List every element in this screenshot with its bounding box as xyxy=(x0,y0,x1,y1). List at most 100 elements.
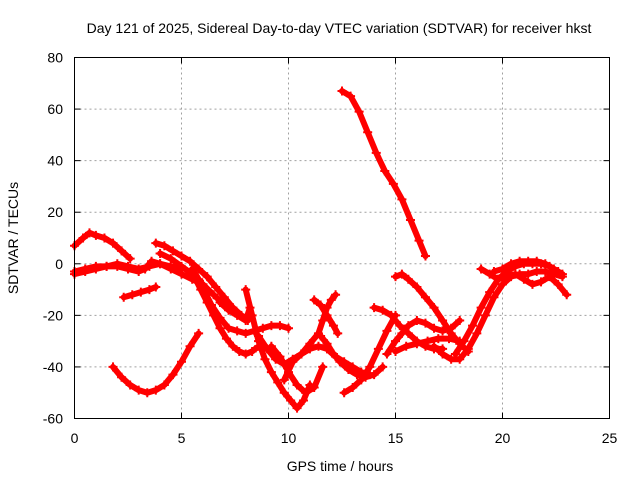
data-point xyxy=(403,321,413,331)
data-point xyxy=(151,385,161,395)
data-point xyxy=(549,264,559,274)
tick-labels: 0 5 10 15 20 25 -60 -40 -20 0 20 40 60 80 xyxy=(43,50,618,447)
data-point xyxy=(258,323,268,333)
data-point xyxy=(159,380,169,390)
y-tick-label: 20 xyxy=(47,204,63,220)
data-point xyxy=(125,380,135,390)
data-point xyxy=(123,264,133,274)
data-point xyxy=(420,251,430,261)
data-point xyxy=(147,256,157,266)
data-point xyxy=(78,233,88,243)
data-point xyxy=(401,341,411,351)
data-point xyxy=(219,292,229,302)
data-point xyxy=(305,339,315,349)
data-point xyxy=(348,383,358,393)
data-point xyxy=(397,269,407,279)
data-point xyxy=(373,344,383,354)
data-point xyxy=(194,328,204,338)
data-point xyxy=(391,336,400,346)
data-point xyxy=(215,323,225,333)
data-point xyxy=(234,346,244,356)
data-point xyxy=(433,334,443,344)
data-point xyxy=(369,370,379,380)
data-point xyxy=(221,334,231,344)
data-point xyxy=(155,248,165,258)
data-point xyxy=(536,277,546,287)
data-point xyxy=(331,290,341,300)
data-point xyxy=(562,290,572,300)
y-tick-label: 0 xyxy=(55,256,63,272)
data-point xyxy=(316,331,326,341)
data-point xyxy=(279,375,289,385)
data-point xyxy=(444,334,454,344)
x-tick-label: 0 xyxy=(71,430,79,446)
data-point xyxy=(405,215,415,225)
data-point xyxy=(476,264,486,274)
data-point xyxy=(429,323,439,333)
data-point xyxy=(275,321,285,331)
data-point xyxy=(117,372,127,382)
data-point xyxy=(296,349,306,359)
data-point xyxy=(224,305,234,315)
data-point xyxy=(412,282,422,292)
data-point xyxy=(168,370,178,380)
data-point xyxy=(446,354,456,364)
x-axis-title: GPS time / hours xyxy=(287,458,394,474)
y-tick-label: 40 xyxy=(47,153,63,169)
data-point xyxy=(423,336,433,346)
x-tick-label: 10 xyxy=(281,430,297,446)
y-tick-label: -60 xyxy=(43,411,63,427)
data-point xyxy=(476,303,486,313)
data-point xyxy=(108,362,118,372)
data-point xyxy=(397,194,407,204)
chart-title: Day 121 of 2025, Sidereal Day-to-day VTE… xyxy=(87,20,592,36)
data-point xyxy=(84,228,94,238)
data-point xyxy=(112,261,122,271)
data-point xyxy=(211,282,221,292)
data-point xyxy=(140,264,150,274)
data-point xyxy=(463,344,473,354)
data-point xyxy=(519,274,529,284)
series-line xyxy=(339,88,429,260)
data-point xyxy=(117,246,127,256)
series-line xyxy=(110,330,202,396)
data-point xyxy=(127,290,137,300)
data-point xyxy=(388,179,398,189)
data-point xyxy=(403,274,413,284)
data-point xyxy=(346,91,356,101)
data-point xyxy=(472,328,482,338)
data-point xyxy=(391,346,400,356)
data-point xyxy=(391,272,400,282)
data-point xyxy=(241,285,251,295)
data-point xyxy=(91,264,101,274)
data-point xyxy=(309,383,319,393)
data-point xyxy=(166,254,176,264)
data-point xyxy=(151,282,161,292)
data-point xyxy=(292,380,302,390)
data-point xyxy=(241,316,251,326)
data-point xyxy=(328,321,338,331)
data-point xyxy=(215,297,225,307)
data-point xyxy=(144,285,154,295)
data-point xyxy=(489,267,499,277)
data-point xyxy=(99,233,109,243)
data-point xyxy=(493,274,503,284)
data-point xyxy=(155,259,165,269)
data-point xyxy=(412,316,422,326)
data-point xyxy=(209,290,219,300)
data-point xyxy=(185,341,195,351)
data-point xyxy=(438,326,448,336)
data-point xyxy=(142,388,152,398)
data-point xyxy=(241,349,251,359)
data-point xyxy=(119,292,129,302)
data-point xyxy=(202,297,212,307)
data-point xyxy=(260,354,270,364)
data-point xyxy=(125,254,135,264)
data-point xyxy=(91,230,101,240)
data-point xyxy=(356,375,366,385)
data-point xyxy=(397,328,407,338)
data-point xyxy=(498,264,507,274)
data-point xyxy=(333,328,343,338)
data-point xyxy=(412,339,422,349)
